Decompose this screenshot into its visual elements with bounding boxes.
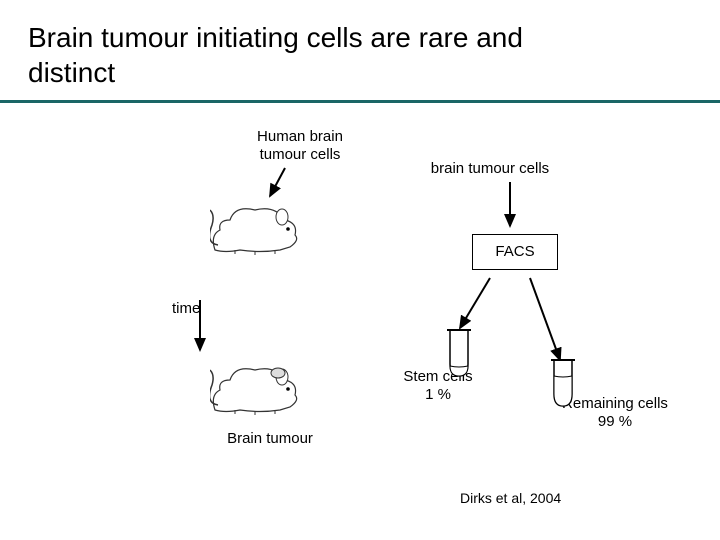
arrow-facs-to-remaining <box>530 278 560 360</box>
arrow-human-to-mouse <box>270 168 285 196</box>
mouse-icon-1 <box>210 195 305 255</box>
tube-stem-icon <box>444 328 474 380</box>
tube-remaining-icon <box>548 358 578 410</box>
arrow-facs-to-stem <box>460 278 490 328</box>
mouse-icon-2 <box>210 355 305 415</box>
arrows-layer <box>0 0 720 540</box>
